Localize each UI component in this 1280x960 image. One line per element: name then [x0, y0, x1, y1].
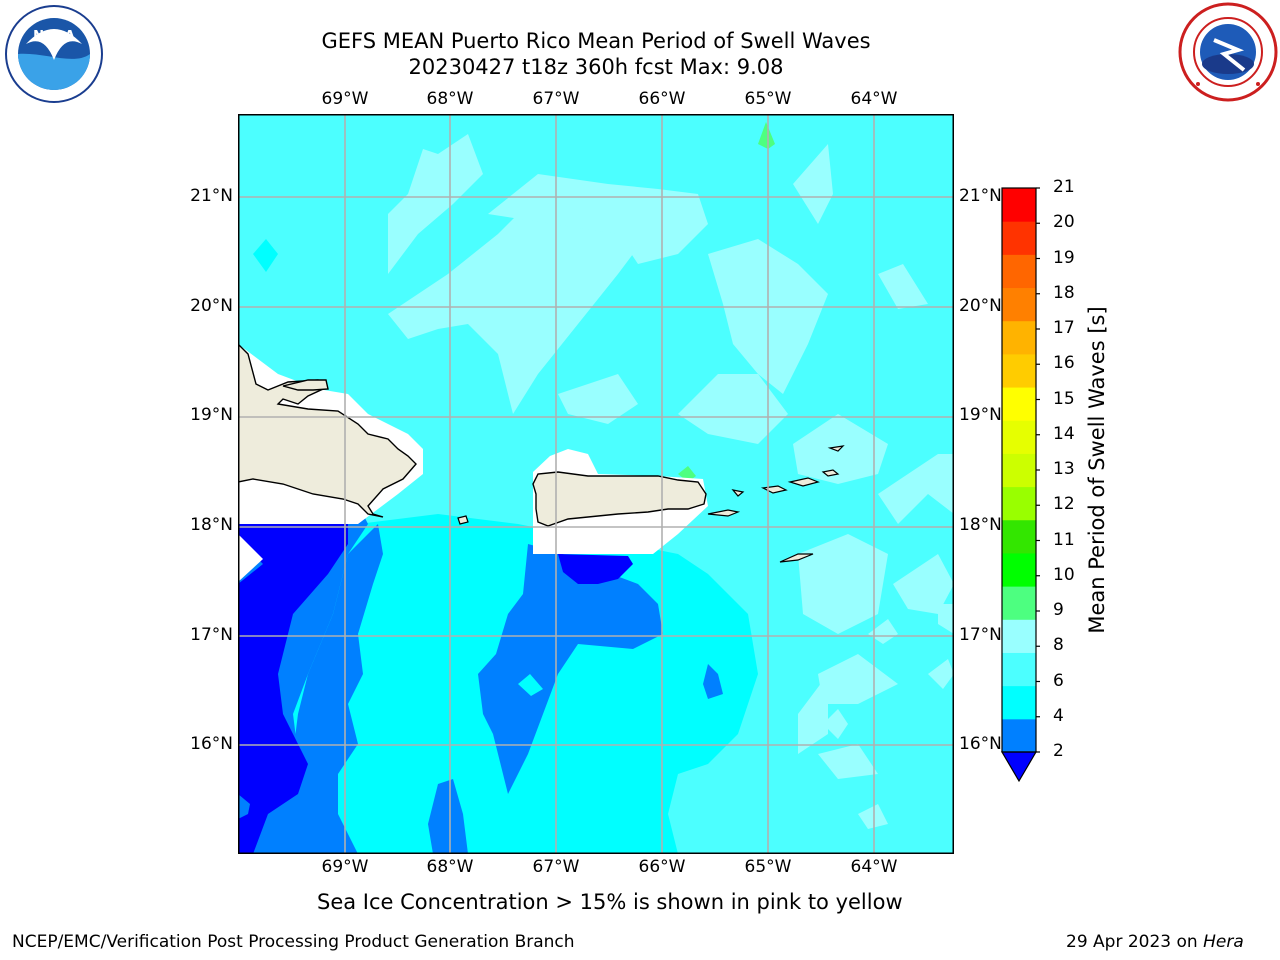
contour-4-6: [358, 619, 376, 649]
land-mask: [238, 534, 263, 582]
colorbar-segment: [1002, 420, 1036, 454]
colorbar-tick-label: 18: [1053, 282, 1075, 303]
colorbar-tick-label: 8: [1053, 635, 1064, 656]
colorbar-segment: [1002, 254, 1036, 289]
colorbar-segment: [1002, 287, 1036, 322]
lat-label-left: 16°N: [190, 734, 233, 754]
lat-label-right: 21°N: [959, 186, 1002, 206]
graticule: [238, 114, 954, 854]
colorbar-segment: [1002, 320, 1036, 355]
colorbar-tick-label: 14: [1053, 423, 1075, 444]
map-title-line1: GEFS MEAN Puerto Rico Mean Period of Swe…: [321, 29, 871, 53]
contour-4-6: [518, 674, 543, 696]
culebra-island: [731, 489, 745, 497]
colorbar-segment: [1002, 619, 1036, 653]
st-croix-island: [779, 553, 814, 563]
date-label: 29 Apr 2023 on: [1066, 932, 1204, 952]
colorbar-segment: [1002, 188, 1036, 222]
colorbar-segment: [1002, 221, 1036, 255]
lat-label-left: 18°N: [190, 515, 233, 535]
lat-label-left: 19°N: [190, 405, 233, 425]
colorbar-segment: [1002, 453, 1036, 488]
contour-under-2: [558, 554, 633, 584]
lon-label-top: 66°W: [638, 89, 686, 109]
lon-label-bottom: 68°W: [426, 857, 474, 877]
contour-4-6: [253, 239, 278, 272]
contour-2-4: [428, 779, 468, 854]
colorbar-tick-label: 6: [1053, 670, 1064, 691]
lat-label-right: 18°N: [959, 515, 1002, 535]
lon-label-top: 65°W: [744, 89, 792, 109]
colorbar-tick-label: 17: [1053, 318, 1075, 338]
colorbar-label: Mean Period of Swell Waves [s]: [1085, 306, 1109, 634]
contour-9-10: [678, 466, 696, 482]
lat-label-left: 17°N: [190, 625, 233, 645]
colorbar-under-arrow: [1000, 751, 1038, 783]
contour-9-10: [758, 122, 775, 149]
date-text: 29 Apr 2023 on Hera: [1066, 932, 1244, 952]
colorbar-tick-label: 20: [1053, 212, 1075, 233]
lon-label-bottom: 66°W: [638, 857, 686, 877]
credit-text: NCEP/EMC/Verification Post Processing Pr…: [12, 932, 575, 952]
colorbar-segment: [1002, 552, 1036, 587]
colorbar-tick-label: 11: [1053, 529, 1075, 550]
contour-2-4: [478, 544, 663, 794]
colorbar-segment: [1002, 586, 1036, 620]
lat-label-right: 16°N: [959, 734, 1002, 754]
lat-label-right: 17°N: [959, 625, 1002, 645]
colorbar-segment: [1002, 519, 1036, 554]
colorbar-segment: [1002, 486, 1036, 521]
map-title-line2: 20230427 t18z 360h fcst Max: 9.08: [408, 55, 784, 79]
sea-ice-caption: Sea Ice Concentration > 15% is shown in …: [317, 890, 903, 914]
colorbar-segment: [1002, 387, 1036, 421]
lat-label-left: 21°N: [190, 186, 233, 206]
colorbar-tick-label: 16: [1053, 353, 1075, 374]
colorbar-tick-label: 15: [1053, 388, 1075, 409]
anegada-island: [827, 445, 845, 452]
colorbar-tick-label: 9: [1053, 600, 1064, 620]
lon-label-bottom: 65°W: [744, 857, 792, 877]
noaa-logo-icon: NOAA: [5, 5, 103, 103]
lon-label-top: 68°W: [426, 89, 474, 109]
colorbar-tick-label: 19: [1053, 247, 1075, 268]
contour-2-4: [293, 524, 383, 854]
lon-label-top: 67°W: [532, 89, 580, 109]
lon-label-bottom: 67°W: [532, 857, 580, 877]
tortola-island: [787, 477, 820, 487]
noaa-logo-text: NOAA: [33, 29, 75, 44]
mona-island: [457, 515, 469, 525]
colorbar-segment: [1002, 652, 1036, 687]
colorbar-tick-label: 12: [1053, 494, 1075, 515]
colorbar-tick-label: 13: [1053, 459, 1075, 479]
contour-2-4: [238, 794, 250, 819]
lat-label-right: 20°N: [959, 296, 1002, 316]
colorbar-tick-label: 10: [1053, 564, 1075, 585]
colorbar: [1000, 187, 1040, 783]
colorbar-tick-label: 2: [1053, 741, 1064, 761]
lat-label-left: 20°N: [190, 296, 233, 316]
lon-label-top: 64°W: [850, 89, 898, 109]
nws-logo-icon: [1178, 2, 1278, 102]
swell-period-map: [238, 114, 954, 854]
contour-under-2: [238, 499, 348, 854]
lat-label-right: 19°N: [959, 405, 1002, 425]
host-name: Hera: [1203, 932, 1244, 952]
colorbar-segment: [1002, 718, 1036, 753]
colorbar-tick-label: 21: [1053, 177, 1075, 197]
lon-label-bottom: 69°W: [321, 857, 369, 877]
lon-label-bottom: 64°W: [850, 857, 898, 877]
vieques-island: [707, 509, 741, 517]
virgin-gorda-island: [821, 469, 840, 477]
colorbar-segment: [1002, 685, 1036, 720]
map-frame: [238, 114, 954, 854]
colorbar-tick-label: 4: [1053, 705, 1064, 726]
colorbar-segment: [1002, 353, 1036, 388]
tortuga-island: [282, 379, 329, 391]
lon-label-top: 69°W: [321, 89, 369, 109]
contour-2-4: [703, 664, 723, 699]
